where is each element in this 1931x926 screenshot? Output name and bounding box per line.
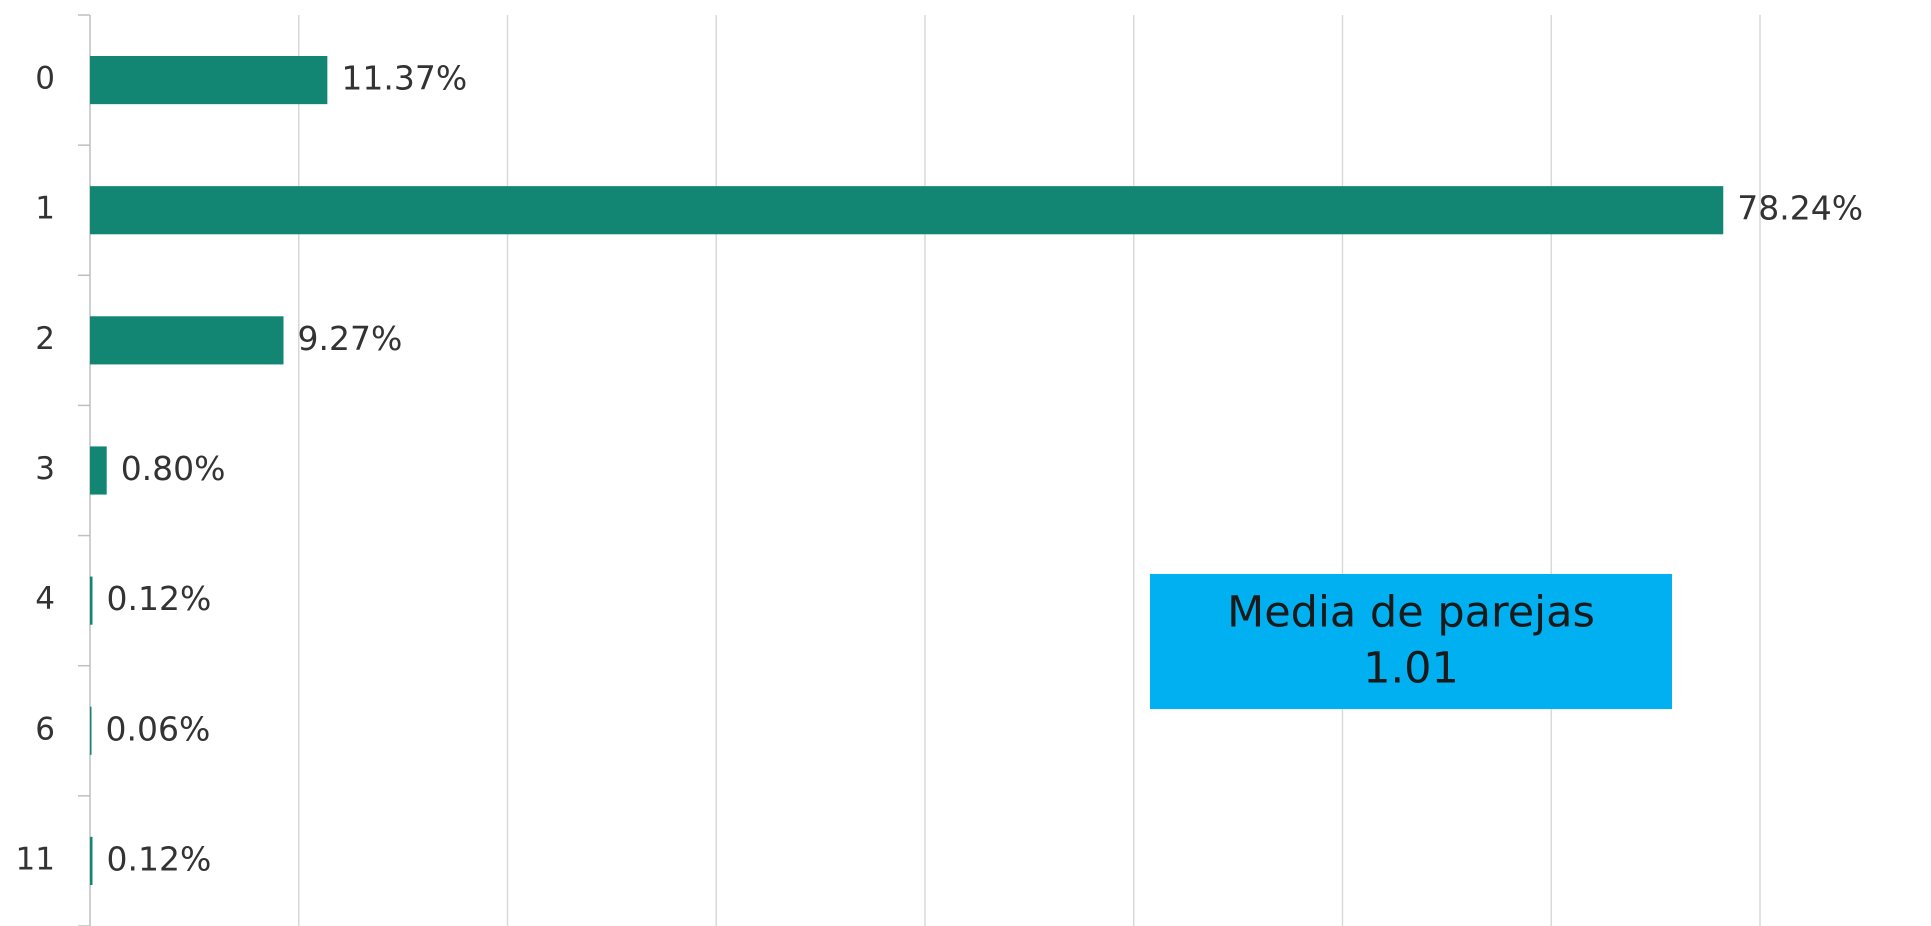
bar bbox=[90, 55, 328, 105]
y-tick-label: 1 bbox=[35, 191, 55, 227]
bar bbox=[90, 186, 1724, 235]
y-tick-label: 11 bbox=[16, 841, 55, 877]
data-label: 11.37% bbox=[341, 59, 467, 98]
annotation-box bbox=[1150, 574, 1672, 709]
y-tick-label: 0 bbox=[35, 61, 55, 97]
data-label: 0.80% bbox=[121, 449, 226, 488]
data-label: 9.27% bbox=[298, 319, 403, 358]
data-label: 0.12% bbox=[107, 839, 212, 878]
bar bbox=[90, 706, 92, 755]
bar bbox=[90, 446, 107, 495]
bar bbox=[90, 316, 284, 365]
y-tick-label: 4 bbox=[35, 581, 55, 617]
bar bbox=[90, 576, 93, 625]
bar bbox=[90, 836, 93, 886]
y-tick-label: 2 bbox=[35, 321, 55, 357]
data-label: 0.12% bbox=[107, 579, 212, 618]
annotation-text: 1.01 bbox=[1363, 644, 1459, 694]
annotation-text: Media de parejas bbox=[1227, 588, 1595, 638]
y-tick-label: 3 bbox=[35, 451, 55, 487]
y-tick-label: 6 bbox=[35, 711, 55, 747]
data-label: 0.06% bbox=[106, 709, 211, 748]
data-label: 78.24% bbox=[1737, 189, 1863, 228]
